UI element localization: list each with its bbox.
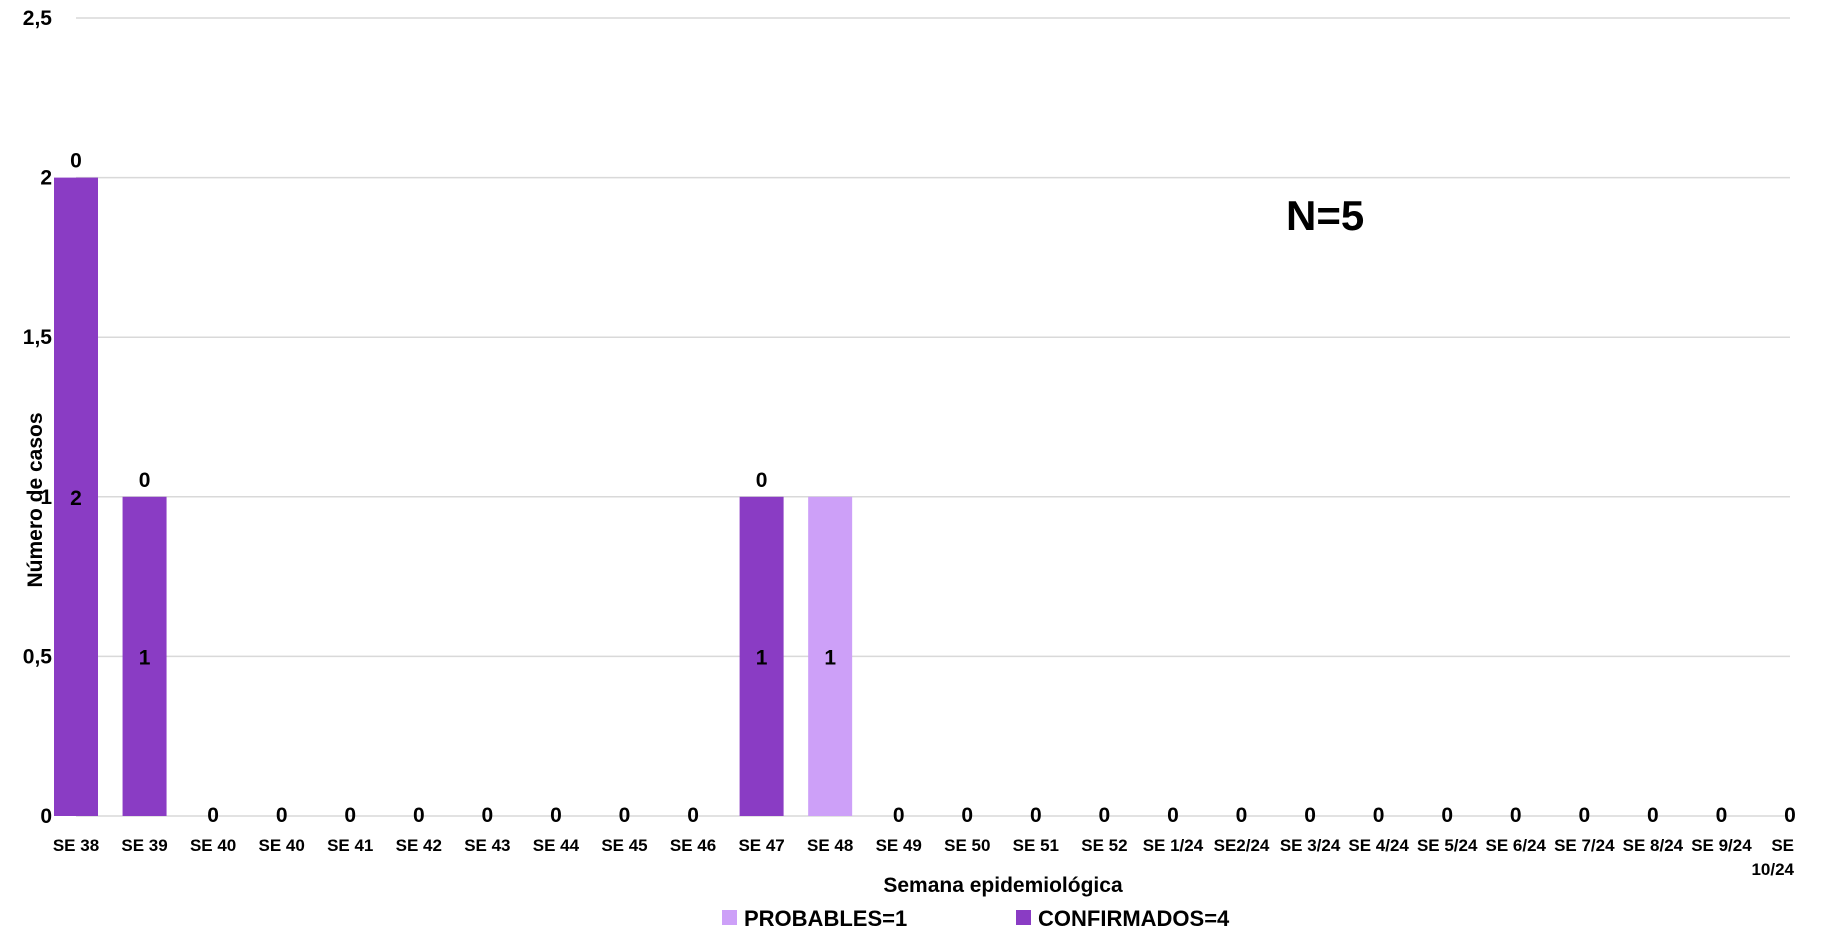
legend-swatch: [722, 910, 737, 925]
y-tick-label: 1: [40, 486, 52, 509]
x-tick-label: SE 48: [807, 836, 853, 855]
data-label-confirmados: 1: [139, 646, 151, 669]
bar-probables: [808, 496, 853, 816]
data-label-probables: 0: [413, 804, 425, 827]
data-label-confirmados: 1: [756, 646, 768, 669]
x-tick-label: SE2/24: [1214, 836, 1270, 855]
x-tick-label: SE 41: [327, 836, 373, 855]
x-tick-label: SE 10/24: [1751, 836, 1794, 879]
data-label-probables: 0: [207, 804, 219, 827]
x-tick-label: SE 46: [670, 836, 716, 855]
x-tick-label: SE 42: [396, 836, 442, 855]
x-tick-label: SE 4/24: [1348, 836, 1409, 855]
data-label-probables: 0: [1236, 804, 1248, 827]
data-label-probables: 0: [1167, 804, 1179, 827]
x-axis-ticks: SE 38 SE 39 SE 40 SE 40 SE 41 SE 42 SE 43 SE 44…: [53, 836, 1795, 879]
data-label-probables: 0: [550, 804, 562, 827]
bar-confirmados: [54, 177, 98, 817]
data-label-probables: 0: [961, 804, 973, 827]
data-label-probables: 0: [1373, 804, 1385, 827]
x-axis-title: Semana epidemiológica: [883, 874, 1123, 897]
data-label-probables: 0: [482, 804, 494, 827]
data-label-probables: 0: [70, 150, 82, 173]
y-tick-label: 0: [40, 805, 52, 828]
x-tick-label: SE 50: [944, 836, 990, 855]
x-tick-label: SE 43: [464, 836, 510, 855]
data-label-probables: 0: [344, 804, 356, 827]
data-label-probables: 0: [1304, 804, 1316, 827]
data-label-probables: 0: [1441, 804, 1453, 827]
x-tick-label: SE 47: [738, 836, 784, 855]
x-tick-label: SE 5/24: [1417, 836, 1478, 855]
data-label-probables: 0: [893, 804, 905, 827]
data-label-probables: 0: [1099, 804, 1111, 827]
x-tick-label: SE 7/24: [1554, 836, 1615, 855]
x-tick-label: SE 3/24: [1280, 836, 1341, 855]
x-tick-label: SE 39: [121, 836, 167, 855]
legend-swatch: [1016, 910, 1031, 925]
bar-confirmados: [739, 496, 784, 816]
legend-label: PROBABLES=1: [744, 906, 907, 927]
data-label-probables: 0: [1716, 804, 1728, 827]
data-label-probables: 0: [276, 804, 288, 827]
y-tick-label: 2,5: [23, 7, 53, 30]
x-tick-label: SE 6/24: [1486, 836, 1547, 855]
data-label-probables: 0: [1784, 804, 1796, 827]
data-label-confirmados: 2: [70, 487, 82, 510]
x-tick-label: SE 8/24: [1623, 836, 1684, 855]
bar-confirmados: [122, 496, 167, 816]
data-labels: 2 0 1 0 0 0 0 0 0 0 0 0 1 0 1 0 0 0 0 0 0 0 0 0 0 0 0 0 0: [70, 150, 1796, 827]
x-tick-label: SE 51: [1013, 836, 1059, 855]
data-label-probables: 0: [1647, 804, 1659, 827]
x-tick-label: SE 40: [259, 836, 305, 855]
data-label-probables: 1: [824, 646, 836, 669]
y-axis-title: Número de casos: [24, 412, 47, 587]
y-tick-label: 0,5: [23, 645, 53, 668]
x-tick-label: SE 49: [876, 836, 922, 855]
y-axis-ticks: 0 0,5 1 1,5 2 2,5: [23, 7, 53, 828]
x-tick-label: SE 38: [53, 836, 99, 855]
x-tick-label: SE 1/24: [1143, 836, 1204, 855]
y-tick-label: 2: [40, 167, 52, 190]
data-label-probables: 0: [1030, 804, 1042, 827]
data-label-probables: 0: [619, 804, 631, 827]
data-label-probables: 0: [1510, 804, 1522, 827]
legend-label: CONFIRMADOS=4: [1038, 906, 1230, 927]
data-label-probables: 0: [139, 469, 151, 492]
bars: [54, 177, 853, 817]
y-tick-label: 1,5: [23, 326, 53, 349]
x-tick-label: SE 44: [533, 836, 580, 855]
data-label-probables: 0: [687, 804, 699, 827]
data-label-probables: 0: [1578, 804, 1590, 827]
x-tick-label: SE 9/24: [1691, 836, 1752, 855]
data-label-probables: 0: [756, 469, 768, 492]
legend: PROBABLES=1 CONFIRMADOS=4: [722, 906, 1230, 927]
x-tick-label: SE 52: [1081, 836, 1127, 855]
x-tick-label: SE 45: [601, 836, 647, 855]
total-annotation: N=5: [1286, 192, 1364, 239]
x-tick-label: SE 40: [190, 836, 236, 855]
gridlines: [76, 17, 1790, 817]
